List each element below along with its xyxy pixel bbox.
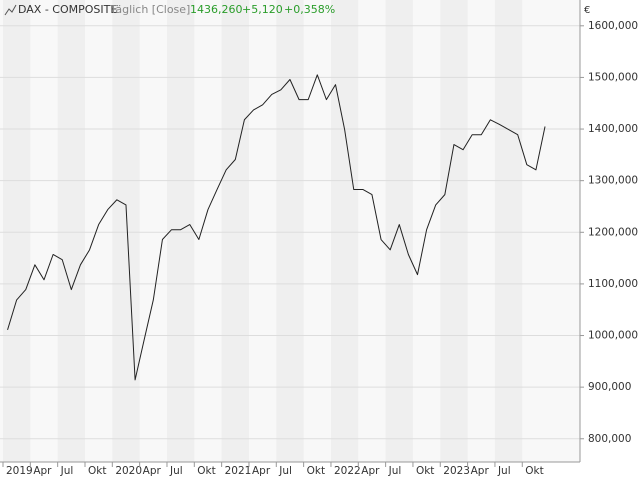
x-tick-label: Jul (388, 465, 402, 477)
y-tick-label: 1400,000 (588, 123, 638, 135)
x-tick-label: Apr (143, 465, 162, 477)
quarter-band (112, 0, 140, 462)
last-value: 1436,260 (190, 3, 243, 16)
quarter-band (330, 0, 359, 462)
y-tick-label: 800,000 (588, 433, 631, 445)
y-tick-label: 1000,000 (588, 330, 638, 342)
quarter-band (385, 0, 413, 462)
quarter-band (166, 0, 195, 462)
x-tick-label: Apr (252, 465, 271, 477)
x-tick-label: Jul (60, 465, 74, 477)
change-percent: +0,358% (284, 3, 335, 16)
x-tick-label: Okt (88, 465, 106, 477)
x-tick-label: 2019 (6, 465, 33, 477)
y-tick-label: 1300,000 (588, 175, 638, 187)
x-tick-label: 2020 (115, 465, 142, 477)
quarter-band (494, 0, 523, 462)
change: +5,120 (242, 3, 283, 16)
x-tick-label: Okt (197, 465, 215, 477)
x-tick-label: 2022 (334, 465, 361, 477)
x-tick-label: Okt (416, 465, 434, 477)
quarter-band (57, 0, 85, 462)
chart-subtitle: Täglich [Close] (109, 3, 190, 16)
quarter-band (3, 0, 31, 462)
y-tick-label: 1100,000 (588, 278, 638, 290)
x-tick-label: Jul (169, 465, 183, 477)
quarter-band (440, 0, 468, 462)
plot-area (0, 0, 580, 462)
x-tick-label: Okt (525, 465, 543, 477)
quarter-band (276, 0, 304, 462)
price-line (7, 74, 546, 381)
x-tick-label: 2021 (225, 465, 252, 477)
x-tick-label: 2023 (443, 465, 470, 477)
y-tick-label: 1200,000 (588, 226, 638, 238)
y-unit: € (584, 5, 590, 16)
y-tick-label: 1600,000 (588, 20, 638, 32)
y-tick-label: 1500,000 (588, 71, 638, 83)
x-tick-label: Apr (471, 465, 490, 477)
chart-icon (4, 4, 17, 16)
x-tick-label: Apr (33, 465, 52, 477)
x-tick-label: Jul (497, 465, 511, 477)
x-tick-label: Okt (307, 465, 325, 477)
x-tick-label: Apr (361, 465, 380, 477)
x-tick-label: Jul (278, 465, 292, 477)
chart-title: DAX - COMPOSITE (18, 3, 117, 16)
y-tick-label: 900,000 (588, 381, 631, 393)
quarter-band (221, 0, 249, 462)
